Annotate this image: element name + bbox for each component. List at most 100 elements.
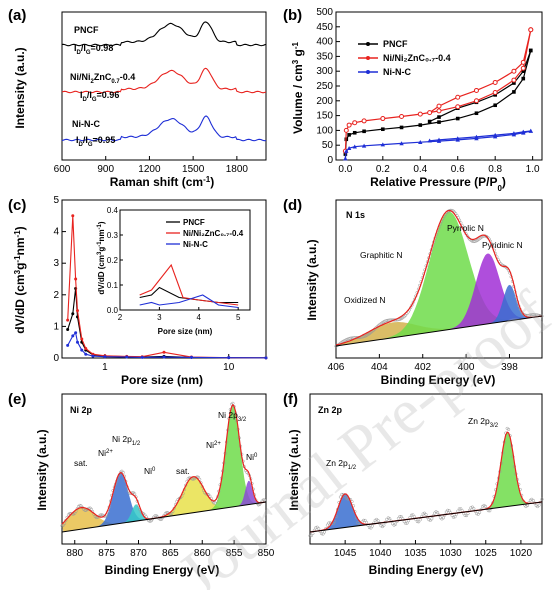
panel-c-ytick-label: 0 — [53, 353, 59, 364]
panel-e-title: Ni 2p — [70, 405, 93, 415]
panel-b-legend-label: Ni/Ni₂ZnC₀.₇-0.4 — [383, 53, 451, 63]
panel-c-inset-xtick-label: 2 — [118, 313, 123, 322]
panel-f-raw-point — [382, 523, 386, 527]
panel-f-raw-point — [418, 518, 422, 522]
panel-d-xlabel: Binding Energy (eV) — [381, 373, 496, 387]
panel-c-point — [103, 355, 107, 359]
panel-b-xtick-label: 1.0 — [526, 164, 540, 175]
panel-d-xtick-label: 404 — [371, 362, 388, 373]
panel-f-raw-point — [483, 504, 487, 508]
panel-a-label: (a) — [8, 7, 26, 24]
panel-f-xtick-label: 1030 — [439, 548, 462, 559]
panel-b-ytick-label: 350 — [316, 51, 333, 62]
panel-c-inset-series-1 — [139, 263, 239, 306]
panel-f-raw-point — [457, 507, 461, 511]
panel-e-raw-point — [153, 514, 157, 518]
panel-b-point — [520, 59, 526, 65]
panel-f-label-zn2p32: Zn 2p3/2 — [468, 416, 499, 429]
panel-f-component-0 — [310, 493, 542, 532]
panel-e-component-4 — [62, 404, 266, 532]
panel-b-adsorption-line-2 — [344, 130, 531, 159]
panel-f-raw-point — [469, 506, 473, 510]
panel-c-series-1 — [67, 215, 267, 359]
panel-c-legend-label: Ni-N-C — [183, 240, 208, 249]
panel-b-xtick-label: 0.0 — [338, 164, 352, 175]
panel-f-raw-point — [444, 510, 448, 514]
panel-f-raw-point — [363, 518, 367, 522]
panel-a-ratio-nnc: ID/IG=0.95 — [76, 135, 115, 148]
panel-f-raw-point — [398, 514, 402, 519]
panel-a-series-1 — [61, 67, 267, 94]
panel-b-point — [417, 111, 423, 117]
panel-b-point — [352, 130, 357, 135]
panel-c-point — [75, 309, 79, 313]
panel-f-raw-point — [488, 509, 492, 513]
panel-e-label: (e) — [8, 391, 26, 408]
panel-a-xtick-label: 900 — [97, 164, 114, 175]
panel-e-raw-point — [133, 492, 137, 496]
panel-b-desorption-line-0 — [429, 50, 532, 123]
panel-b-point — [512, 81, 516, 85]
panel-b-ytick-label: 400 — [316, 37, 333, 48]
panel-f-raw-point — [379, 524, 383, 528]
panel-e-raw-point — [263, 498, 267, 502]
panel-b: (b) Volume / cm3 g-1 Relative Pressure (… — [283, 7, 543, 193]
panel-c-ytick-label: 5 — [53, 195, 59, 206]
panel-c-point — [140, 355, 144, 359]
panel-b-point — [343, 156, 348, 161]
panel-c-point — [84, 347, 88, 351]
panel-e-xtick-label: 865 — [162, 548, 179, 559]
panel-c-legend-label: Ni/Ni₂ZnC₀.₇-0.4 — [183, 229, 244, 238]
panel-e-label-ni0-2: Ni0 — [246, 452, 258, 462]
panel-b-point — [346, 145, 352, 150]
panel-f-raw-point — [367, 526, 371, 530]
panel-e: (e) Intensity (a.u.) Binding Energy (eV)… — [8, 391, 275, 577]
panel-b-point — [362, 129, 366, 134]
panel-d-envelope — [335, 209, 543, 346]
panel-d: (d) Intensity (a.u.) Binding Energy (eV)… — [283, 197, 544, 387]
panel-e-label-ni2plus-1: Ni2+ — [98, 448, 113, 458]
panel-f-raw-point — [463, 513, 467, 518]
panel-a-xtick-label: 1200 — [138, 164, 161, 175]
panel-f-raw-point — [411, 513, 415, 517]
panel-c-inset-xtick-label: 3 — [157, 313, 162, 322]
panel-c-xtick-label: 1 — [102, 362, 108, 373]
panel-c-point — [125, 355, 129, 359]
panel-b-ytick-label: 450 — [316, 22, 333, 33]
panel-b-point — [437, 120, 441, 124]
panel-c-ytick-label: 2 — [53, 290, 59, 301]
panel-f-xtick-label: 1040 — [369, 548, 392, 559]
panel-f-raw-point — [362, 518, 366, 522]
panel-b-point — [473, 98, 479, 104]
panel-c-inset-ytick-label: 0.2 — [107, 256, 119, 265]
panel-a: (a) Intensity (a.u.) Raman shift (cm-1) … — [8, 7, 267, 189]
panel-f-raw-point — [322, 530, 327, 534]
panel-e-ylabel: Intensity (a.u.) — [35, 429, 49, 510]
panel-a-series-0 — [61, 21, 267, 47]
panel-c-inset-ytick-label: 0.1 — [107, 281, 119, 290]
panel-b-point — [492, 90, 498, 96]
panel-b-point — [436, 137, 442, 142]
panel-f-raw-point — [393, 522, 398, 526]
panel-a-ratio-ni: ID/IG=0.96 — [80, 90, 119, 103]
panel-b-point — [455, 116, 460, 121]
panel-e-raw-point — [89, 507, 93, 511]
panel-f-raw-point — [415, 520, 419, 524]
panel-b-point — [455, 104, 461, 110]
panel-f-raw-point — [451, 515, 456, 519]
panel-b-point — [474, 134, 479, 139]
panel-f-raw-point — [370, 524, 374, 528]
panel-b-point — [352, 120, 358, 126]
panel-f-raw-point — [373, 518, 377, 522]
panel-c-legend-label: PNCF — [183, 218, 205, 227]
panel-b-desorption-line-2 — [429, 130, 531, 142]
panel-b-point — [344, 148, 349, 153]
panel-f-raw-point — [434, 510, 438, 514]
panel-b-legend-marker — [366, 56, 370, 60]
panel-e-envelope — [61, 403, 265, 525]
panel-e-xtick-label: 880 — [66, 548, 83, 559]
panel-f-raw-point — [436, 511, 440, 515]
panel-b-point — [528, 48, 533, 53]
panel-f-raw-point — [376, 519, 380, 523]
